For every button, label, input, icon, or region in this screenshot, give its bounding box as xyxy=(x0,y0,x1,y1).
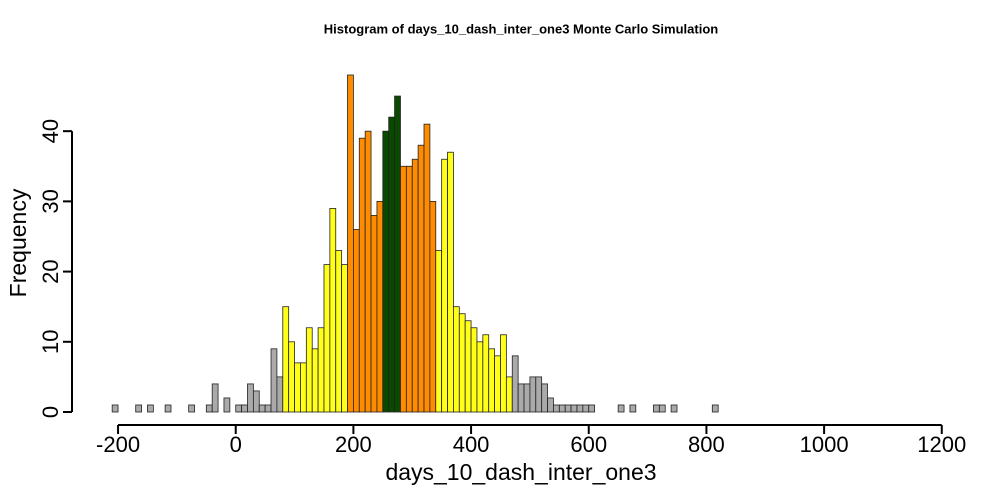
y-tick-label: 20 xyxy=(38,259,63,283)
histogram-bar xyxy=(270,348,278,413)
histogram-bar xyxy=(711,404,719,413)
histogram-bar xyxy=(205,404,213,413)
x-axis-label: days_10_dash_inter_one3 xyxy=(385,459,656,485)
histogram-bar xyxy=(553,404,560,413)
histogram-bar xyxy=(323,264,331,413)
histogram-bar xyxy=(588,404,596,413)
histogram-bar xyxy=(247,383,254,413)
y-tick-label: 30 xyxy=(38,189,63,213)
histogram-bar xyxy=(629,404,637,413)
histogram-bar xyxy=(482,334,490,413)
x-tick-label: 0 xyxy=(230,432,242,457)
chart-title: Histogram of days_10_dash_inter_one3 Mon… xyxy=(324,21,718,36)
x-tick-label: 400 xyxy=(453,432,490,457)
histogram-bar xyxy=(388,116,395,413)
x-tick-label: 1200 xyxy=(917,432,966,457)
histogram-bar xyxy=(264,404,272,413)
histogram-bar xyxy=(400,165,407,413)
histogram-bar xyxy=(535,376,543,413)
histogram-bar xyxy=(305,327,313,413)
histogram-bar xyxy=(411,158,419,413)
histogram-bar xyxy=(300,362,307,413)
histogram-bar xyxy=(464,320,472,413)
histogram-bar xyxy=(188,404,195,413)
histogram-bar xyxy=(447,151,454,413)
histogram-bar xyxy=(576,404,584,413)
histogram-bar xyxy=(429,200,437,413)
histogram-bar xyxy=(252,390,260,413)
histogram-bar xyxy=(382,130,390,413)
histogram-bar xyxy=(541,383,548,413)
histogram-bar xyxy=(294,362,301,413)
histogram-bar xyxy=(423,123,431,413)
histogram-bar xyxy=(370,215,378,413)
histogram-bar xyxy=(335,250,343,413)
histogram-bar xyxy=(670,404,678,413)
histogram-bar xyxy=(417,144,425,413)
x-tick-label: 1000 xyxy=(800,432,849,457)
histogram-bar xyxy=(435,250,443,413)
histogram-bar xyxy=(276,376,284,413)
histogram-bar xyxy=(453,306,460,413)
histogram-bar xyxy=(347,74,354,413)
x-tick-label: 800 xyxy=(688,432,725,457)
histogram-bar xyxy=(394,95,401,413)
x-tick-label: -200 xyxy=(96,432,140,457)
histogram-bar xyxy=(564,404,572,413)
histogram-bar xyxy=(111,404,119,413)
histogram-bar xyxy=(476,341,484,413)
x-tick-label: 600 xyxy=(570,432,607,457)
histogram-bar xyxy=(570,404,578,413)
histogram-bar xyxy=(405,165,413,413)
histogram-bar xyxy=(311,348,319,413)
histogram-bar xyxy=(211,383,219,413)
histogram-bar xyxy=(617,404,625,413)
x-tick-label: 200 xyxy=(335,432,372,457)
histogram-bar xyxy=(517,383,525,413)
histogram-bar xyxy=(235,404,243,413)
histogram-bar xyxy=(494,355,501,413)
histogram-bar xyxy=(358,137,366,413)
histogram-bar xyxy=(500,334,507,413)
histogram-bar xyxy=(458,313,466,413)
histogram-bar xyxy=(547,397,554,413)
histogram-bar xyxy=(523,383,531,413)
histogram-bar xyxy=(341,264,348,413)
histogram-bar xyxy=(241,404,248,413)
histogram-bar xyxy=(329,207,337,413)
histogram-bar xyxy=(317,327,325,413)
histogram-bar xyxy=(352,229,360,413)
histogram-bar xyxy=(147,404,154,413)
histogram-bar xyxy=(282,306,290,413)
y-tick-label: 0 xyxy=(38,406,63,418)
histogram-bar xyxy=(223,397,231,413)
histogram-bar xyxy=(653,404,660,413)
y-tick-label: 10 xyxy=(38,330,63,354)
histogram-bar xyxy=(658,404,666,413)
histogram-bar xyxy=(135,404,142,413)
histogram-bar xyxy=(441,158,448,413)
y-tick-label: 40 xyxy=(38,119,63,143)
histogram-bar xyxy=(529,376,537,413)
histogram-bar xyxy=(582,404,590,413)
histogram-bar xyxy=(488,348,496,413)
histogram-bar xyxy=(505,376,513,413)
histogram-bar xyxy=(558,404,566,413)
histogram-bar xyxy=(376,200,384,413)
histogram-bar xyxy=(364,130,372,413)
histogram-bar xyxy=(470,327,478,413)
y-axis-label: Frequency xyxy=(5,188,31,297)
histogram-bar xyxy=(511,355,519,413)
histogram-bar xyxy=(288,341,295,413)
histogram-bar xyxy=(258,404,266,413)
histogram-bar xyxy=(164,404,172,413)
